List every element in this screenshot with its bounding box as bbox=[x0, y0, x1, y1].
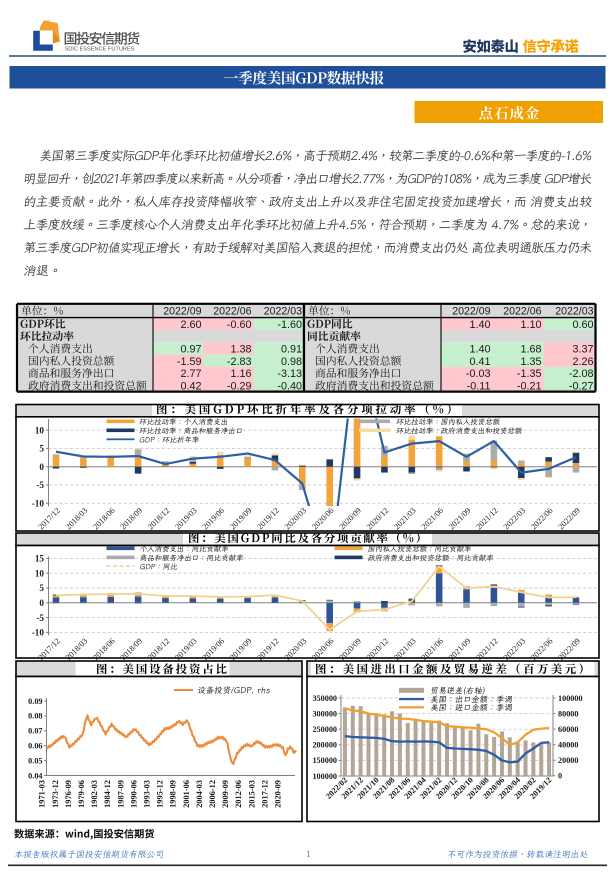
svg-text:2.26: 2.26 bbox=[572, 356, 593, 368]
svg-text:1.40: 1.40 bbox=[469, 343, 490, 355]
svg-text:1.16: 1.16 bbox=[230, 368, 251, 380]
svg-text:0: 0 bbox=[558, 772, 562, 781]
svg-text:100000: 100000 bbox=[558, 694, 583, 703]
svg-text:1: 1 bbox=[306, 849, 311, 859]
svg-text:0.97: 0.97 bbox=[180, 343, 201, 355]
svg-text:1984-12: 1984-12 bbox=[103, 780, 112, 808]
svg-text:1995-12: 1995-12 bbox=[156, 780, 165, 808]
svg-text:0.05: 0.05 bbox=[28, 756, 42, 765]
svg-text:150000: 150000 bbox=[312, 756, 337, 765]
svg-text:2015-03: 2015-03 bbox=[247, 780, 256, 808]
svg-text:-0.21: -0.21 bbox=[517, 380, 542, 392]
svg-text:2004-03: 2004-03 bbox=[195, 780, 204, 808]
svg-text:1.35: 1.35 bbox=[520, 356, 541, 368]
svg-text:80000: 80000 bbox=[558, 709, 578, 718]
svg-text:-5: -5 bbox=[36, 613, 44, 623]
svg-text:1.68: 1.68 bbox=[520, 343, 541, 355]
svg-text:2017-12: 2017-12 bbox=[260, 780, 269, 808]
svg-text:0.98: 0.98 bbox=[281, 356, 302, 368]
svg-text:250000: 250000 bbox=[312, 725, 337, 734]
svg-text:1979-06: 1979-06 bbox=[77, 780, 86, 808]
svg-text:1.10: 1.10 bbox=[520, 319, 541, 331]
svg-text:1973-12: 1973-12 bbox=[51, 780, 60, 808]
svg-text:40000: 40000 bbox=[558, 740, 578, 749]
svg-text:0.42: 0.42 bbox=[180, 380, 201, 392]
svg-text:-0.27: -0.27 bbox=[569, 380, 594, 392]
svg-text:0.04: 0.04 bbox=[28, 771, 42, 780]
svg-text:SDIC ESSENCE FUTURES: SDIC ESSENCE FUTURES bbox=[65, 47, 135, 53]
svg-text:-1.60: -1.60 bbox=[277, 319, 302, 331]
svg-text:-0.60: -0.60 bbox=[227, 319, 252, 331]
svg-text:3.37: 3.37 bbox=[572, 343, 593, 355]
svg-text:1998-09: 1998-09 bbox=[169, 780, 178, 808]
svg-text:-2.08: -2.08 bbox=[569, 368, 594, 380]
svg-text:-1.35: -1.35 bbox=[517, 368, 542, 380]
svg-text:1993-03: 1993-03 bbox=[143, 780, 152, 808]
svg-text:2022/09: 2022/09 bbox=[452, 306, 490, 318]
svg-text:10: 10 bbox=[35, 568, 45, 578]
svg-text:-5: -5 bbox=[36, 480, 44, 490]
svg-text:1.38: 1.38 bbox=[230, 343, 251, 355]
svg-text:1.40: 1.40 bbox=[469, 319, 490, 331]
svg-text:15: 15 bbox=[35, 554, 45, 564]
svg-text:2001-06: 2001-06 bbox=[182, 780, 191, 808]
svg-text:2022/03: 2022/03 bbox=[555, 306, 593, 318]
svg-text:-0.03: -0.03 bbox=[466, 368, 491, 380]
svg-text:5: 5 bbox=[39, 583, 44, 593]
svg-text:0.60: 0.60 bbox=[572, 319, 593, 331]
svg-text:-0.29: -0.29 bbox=[227, 380, 252, 392]
svg-text:2022/06: 2022/06 bbox=[213, 306, 251, 318]
svg-text:0: 0 bbox=[39, 462, 44, 472]
svg-text:1976-09: 1976-09 bbox=[64, 780, 73, 808]
svg-text:350000: 350000 bbox=[312, 694, 337, 703]
svg-text:-1.59: -1.59 bbox=[177, 356, 202, 368]
svg-text:5: 5 bbox=[39, 444, 44, 454]
svg-text:100000: 100000 bbox=[312, 772, 337, 781]
svg-text:1990-06: 1990-06 bbox=[129, 780, 138, 808]
svg-text:0.07: 0.07 bbox=[28, 727, 42, 736]
svg-text:10: 10 bbox=[35, 425, 45, 435]
svg-text:0.09: 0.09 bbox=[28, 697, 42, 706]
svg-text:-0.40: -0.40 bbox=[277, 380, 302, 392]
svg-text:0.91: 0.91 bbox=[281, 343, 302, 355]
svg-text:300000: 300000 bbox=[312, 709, 337, 718]
svg-text:2012-06: 2012-06 bbox=[234, 780, 243, 808]
svg-text:2009-09: 2009-09 bbox=[221, 780, 230, 808]
svg-text:-2.83: -2.83 bbox=[227, 356, 252, 368]
svg-text:2022/06: 2022/06 bbox=[503, 306, 541, 318]
svg-text:1971-03: 1971-03 bbox=[38, 780, 47, 808]
svg-text:0.08: 0.08 bbox=[28, 712, 42, 721]
svg-text:20000: 20000 bbox=[558, 756, 578, 765]
svg-text:0: 0 bbox=[39, 598, 44, 608]
svg-text:-3.13: -3.13 bbox=[277, 368, 302, 380]
svg-text:0.41: 0.41 bbox=[469, 356, 490, 368]
svg-text:60000: 60000 bbox=[558, 725, 578, 734]
svg-text:2006-12: 2006-12 bbox=[208, 780, 217, 808]
svg-text:2.77: 2.77 bbox=[180, 368, 201, 380]
svg-text:1982-03: 1982-03 bbox=[90, 780, 99, 808]
svg-text:2022/09: 2022/09 bbox=[163, 306, 201, 318]
svg-text:-10: -10 bbox=[32, 499, 45, 509]
svg-text:1987-09: 1987-09 bbox=[116, 780, 125, 808]
svg-text:-10: -10 bbox=[32, 628, 45, 638]
svg-text:2020-09: 2020-09 bbox=[274, 780, 283, 808]
svg-text:2022/03: 2022/03 bbox=[264, 306, 302, 318]
svg-text:200000: 200000 bbox=[312, 741, 337, 750]
svg-text:0.06: 0.06 bbox=[28, 742, 42, 751]
svg-text:2.60: 2.60 bbox=[180, 319, 201, 331]
svg-text:-0.11: -0.11 bbox=[467, 380, 491, 392]
